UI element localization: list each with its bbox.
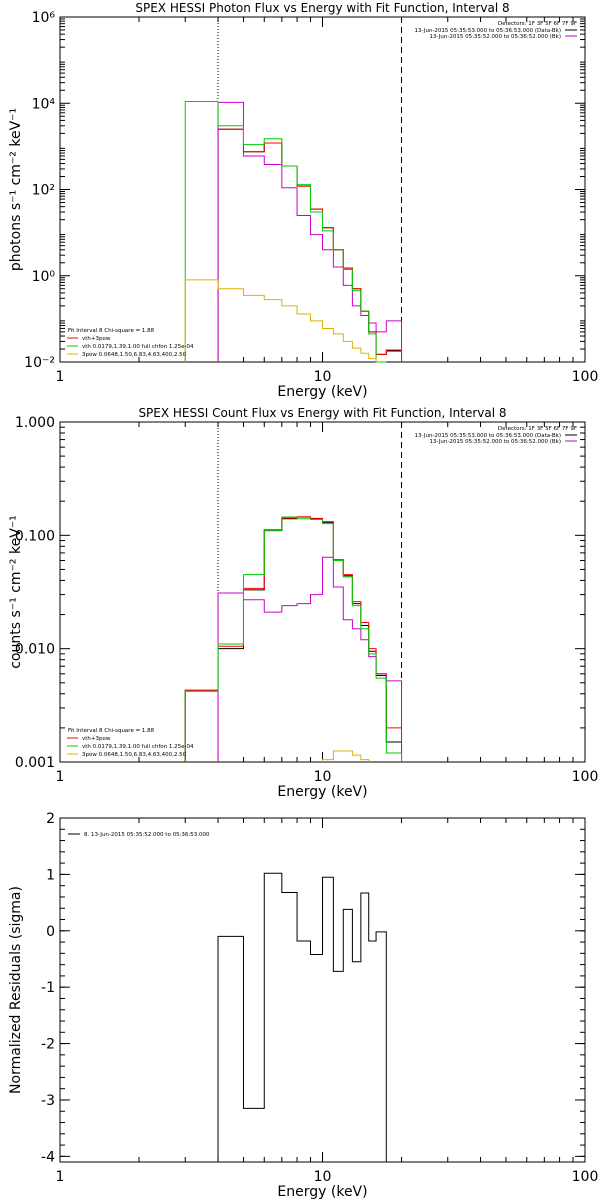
series-4-histogram [184, 279, 377, 362]
fit-legend-header: Fit Interval 8 Chi-square = 1.88 [68, 328, 155, 334]
y-tick-label: 2 [46, 811, 55, 827]
x-axis-label: Energy (keV) [277, 1184, 367, 1200]
y-tick-label: 0 [46, 924, 55, 940]
fit-legend-entry: vth+3pow [82, 336, 111, 342]
y-axis-label: Normalized Residuals (sigma) [8, 886, 24, 1094]
legend-entry: 8. 13-Jun-2015 05:35:52.000 to 05:36:53.… [84, 832, 210, 838]
chart-title: SPEX HESSI Count Flux vs Energy with Fit… [138, 406, 506, 420]
x-tick-label: 1 [56, 369, 65, 385]
count-flux-plot: SPEX HESSI Count Flux vs Energy with Fit… [8, 406, 599, 800]
x-tick-label: 100 [572, 769, 599, 785]
y-tick-label: 0.010 [15, 642, 55, 658]
x-tick-label: 1 [56, 1169, 65, 1185]
fit-legend-entry: 3pow 0.0648,1.50,6.83,4.63,400,2.50 [82, 752, 187, 758]
y-tick-label: 10⁶ [32, 10, 56, 26]
y-tick-label: -3 [41, 1093, 55, 1109]
series-2-histogram [217, 101, 403, 362]
series-0-histogram [217, 872, 387, 1162]
chart-title: SPEX HESSI Photon Flux vs Energy with Fi… [135, 1, 509, 15]
y-tick-label: -2 [41, 1037, 55, 1053]
x-tick-label: 10 [314, 369, 332, 385]
x-axis-label: Energy (keV) [277, 784, 367, 800]
y-tick-label: 0.100 [15, 528, 55, 544]
y-axis-label: counts s⁻¹ cm⁻² keV⁻¹ [8, 515, 24, 669]
series-1-histogram [217, 128, 403, 362]
x-tick-label: 100 [572, 1169, 599, 1185]
series-1-histogram [184, 516, 403, 762]
series-0-histogram [217, 128, 403, 362]
residuals-plot: 1 10 100 -4 -3 -2 -1 0 1 2 Energy (keV) Normalized … [8, 811, 599, 1200]
legend-entry: 13-Jun-2015 05:35:52.000 to 05:36:52.000… [429, 34, 561, 40]
photon-flux-plot: SPEX HESSI Photon Flux vs Energy with Fi… [8, 1, 599, 400]
x-tick-label: 10 [314, 769, 332, 785]
x-tick-label: 1 [56, 769, 65, 785]
detectors-label: Detectors: 1F 3F 5F 6F 7F 9F [498, 426, 577, 432]
fit-legend-entry: 3pow 0.0648,1.50,6.83,4.63,400,2.50 [82, 352, 187, 358]
series-3-histogram [184, 100, 387, 363]
detectors-label: Detectors: 1F 3F 5F 6F 7F 9F [498, 21, 577, 27]
series-4-histogram [322, 750, 370, 762]
y-tick-label: 1.000 [15, 415, 55, 431]
fit-legend-header: Fit Interval 8 Chi-square = 1.88 [68, 728, 155, 734]
plot-frame [59, 817, 586, 1163]
y-tick-label: 10⁰ [32, 269, 56, 285]
plot-frame [59, 16, 586, 363]
x-tick-label: 100 [572, 369, 599, 385]
y-tick-label: 10² [32, 183, 55, 199]
y-tick-label: 1 [46, 867, 55, 883]
y-tick-label: -1 [41, 980, 55, 996]
fit-legend-entry: vth 0.0179,1.39,1.00 full chfon 1.25e-04 [82, 344, 194, 350]
x-tick-label: 10 [314, 1169, 332, 1185]
legend-entry: 13-Jun-2015 05:35:52.000 to 05:36:52.000… [429, 439, 561, 445]
y-tick-label: 0.001 [15, 755, 55, 771]
fit-legend-entry: vth+3pow [82, 736, 111, 742]
series-3-histogram [184, 516, 403, 762]
fit-legend-entry: vth 0.0179,1.39,1.00 full chfon 1.25e-04 [82, 744, 194, 750]
x-axis-label: Energy (keV) [277, 384, 367, 400]
y-tick-label: -4 [41, 1149, 55, 1165]
y-tick-label: 10⁻² [24, 355, 55, 371]
legend-entry: 13-Jun-2015 05:35:53.000 to 05:36:53.000… [415, 28, 561, 34]
series-0-histogram [184, 516, 403, 762]
y-axis-label: photons s⁻¹ cm⁻² keV⁻¹ [8, 108, 24, 271]
legend-entry: 13-Jun-2015 05:35:53.000 to 05:36:53.000… [415, 433, 561, 439]
y-tick-label: 10⁴ [32, 96, 56, 112]
